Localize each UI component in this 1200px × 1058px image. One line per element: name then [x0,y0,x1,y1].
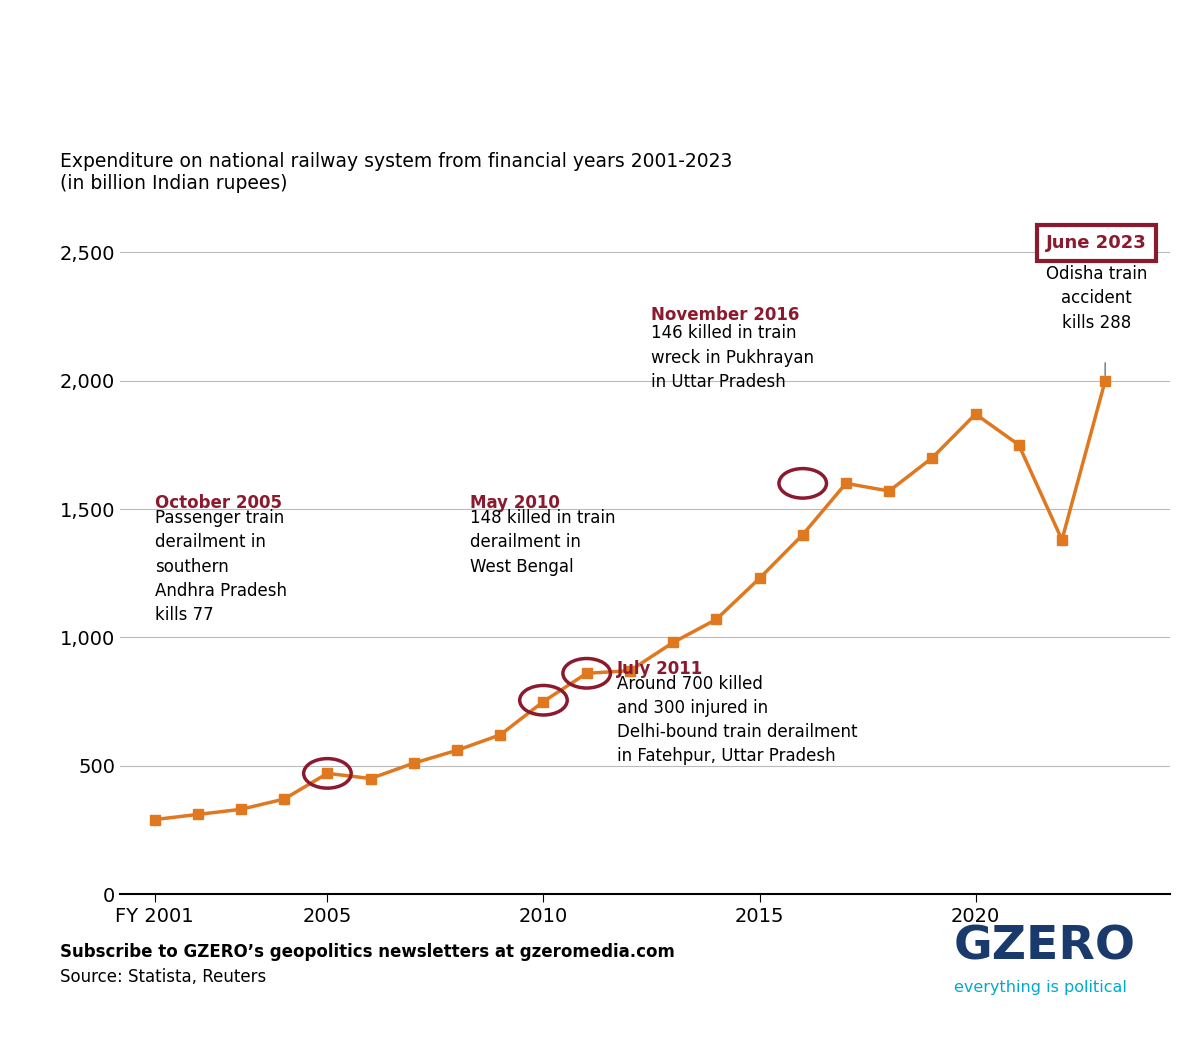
Text: 148 killed in train
derailment in
West Bengal: 148 killed in train derailment in West B… [470,509,616,576]
Text: May 2010: May 2010 [470,494,560,512]
Text: June 2023: June 2023 [1046,235,1147,253]
Text: Odisha train
accident
kills 288: Odisha train accident kills 288 [1046,266,1147,332]
Text: everything is political: everything is political [954,981,1127,996]
Text: July 2011: July 2011 [617,660,703,678]
Text: Subscribe to GZERO’s geopolitics newsletters at gzeromedia.com: Subscribe to GZERO’s geopolitics newslet… [60,944,674,962]
Text: Passenger train
derailment in
southern
Andhra Pradesh
kills 77: Passenger train derailment in southern A… [155,509,287,624]
Text: Indian Railways spending blitz: Indian Railways spending blitz [46,36,1200,104]
Text: 146 killed in train
wreck in Pukhrayan
in Uttar Pradesh: 146 killed in train wreck in Pukhrayan i… [652,324,815,390]
Text: Around 700 killed
and 300 injured in
Delhi-bound train derailment
in Fatehpur, U: Around 700 killed and 300 injured in Del… [617,675,858,766]
Text: GZERO: GZERO [954,925,1136,969]
Text: (in billion Indian rupees): (in billion Indian rupees) [60,174,288,193]
Text: Expenditure on national railway system from financial years 2001-2023: Expenditure on national railway system f… [60,152,732,171]
Text: Source: Statista, Reuters: Source: Statista, Reuters [60,968,266,986]
Text: October 2005: October 2005 [155,494,282,512]
Text: November 2016: November 2016 [652,306,800,324]
